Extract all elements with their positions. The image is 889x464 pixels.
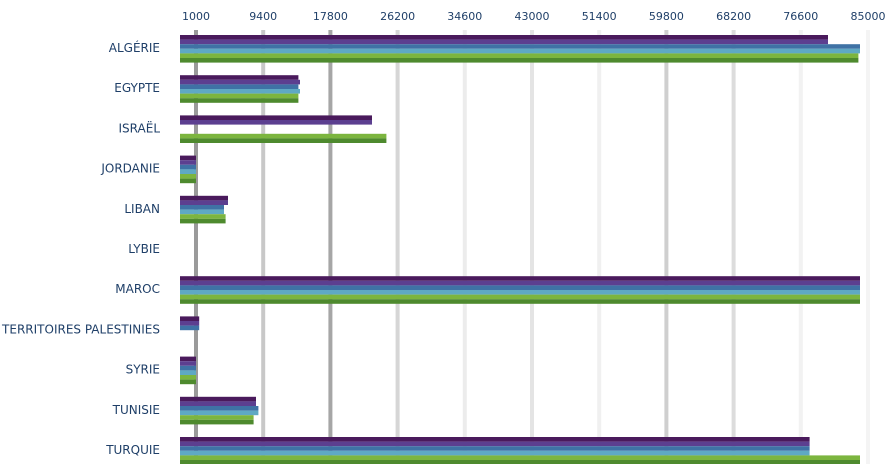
bar [180, 441, 810, 447]
bar [180, 361, 196, 366]
grid-line [798, 30, 803, 464]
bar [180, 276, 860, 281]
x-tick-label: 85000 [851, 10, 886, 23]
x-tick-label: 1000 [182, 10, 210, 23]
bar [180, 321, 200, 326]
category-label: TUNISIE [112, 403, 160, 417]
grid-line [462, 30, 467, 464]
bar [180, 155, 196, 161]
x-tick-label: 26200 [380, 10, 415, 23]
x-tick-label: 59800 [649, 10, 684, 23]
category-label: EGYPTE [114, 81, 160, 95]
category-label: LIBAN [124, 202, 160, 216]
bar [180, 316, 200, 321]
bar [180, 410, 259, 416]
category-labels: ALGÉRIE EGYPTE ISRAËL JORDANIE LIBAN LYBIE MAR… [1, 40, 160, 457]
bar [180, 79, 300, 85]
bar [180, 218, 226, 224]
bar [180, 437, 810, 442]
bar [180, 446, 810, 451]
bar [180, 120, 372, 125]
bar [180, 379, 196, 385]
bar [180, 214, 226, 219]
grid-line [597, 30, 602, 464]
bar [180, 209, 224, 215]
bar [180, 356, 196, 362]
x-tick-label: 68200 [716, 10, 751, 23]
bar [180, 401, 256, 406]
bar [180, 195, 228, 201]
bar [180, 169, 196, 174]
category-label: TERRITOIRES PALESTINIES [1, 322, 160, 336]
bar [180, 115, 372, 120]
x-tick-label: 76600 [783, 10, 818, 23]
bar [180, 406, 259, 411]
x-tick-label: 9400 [249, 10, 277, 23]
category-label: ALGÉRIE [109, 40, 160, 55]
bar [180, 35, 828, 40]
bar [180, 280, 860, 286]
bar [180, 138, 387, 143]
category-label: SYRIE [126, 363, 160, 377]
bar [180, 370, 196, 375]
bar [180, 84, 299, 89]
grid-line [731, 30, 736, 464]
bar [180, 178, 196, 184]
bar [180, 58, 859, 63]
bar [180, 93, 299, 99]
bar [180, 44, 860, 49]
bar [180, 396, 256, 402]
bar [180, 285, 860, 290]
grid-lines [194, 30, 870, 464]
category-label: LYBIE [128, 242, 160, 256]
grid-line [866, 30, 870, 464]
category-label: JORDANIE [100, 162, 160, 176]
category-label: TURQUIE [105, 443, 160, 457]
grid-line [664, 30, 669, 464]
grid-line [530, 30, 534, 464]
category-label: MAROC [115, 282, 160, 296]
bar [180, 205, 224, 210]
bar [180, 89, 300, 94]
bar [180, 299, 860, 304]
bar [180, 415, 254, 420]
category-label: ISRAËL [119, 120, 161, 135]
bar [180, 325, 200, 331]
x-tick-label: 51400 [582, 10, 617, 23]
bar [180, 460, 860, 464]
x-tick-label: 34600 [447, 10, 482, 23]
grid-line [194, 30, 198, 464]
bar [180, 455, 860, 460]
bar [180, 174, 196, 179]
grid-line [261, 30, 266, 464]
bar [180, 98, 299, 103]
bar [180, 53, 859, 58]
bar [180, 75, 299, 80]
bar [180, 450, 810, 456]
bar [180, 375, 196, 380]
bars [180, 35, 860, 464]
x-axis-ticks: 1000 9400 17800 26200 34600 43000 51400 59800 68… [182, 10, 886, 23]
bar [180, 294, 860, 300]
x-tick-label: 17800 [313, 10, 348, 23]
grid-line [395, 30, 400, 464]
bar [180, 290, 860, 295]
grid-line [328, 30, 333, 464]
x-tick-label: 43000 [515, 10, 550, 23]
bar [180, 200, 228, 205]
bar [180, 164, 196, 170]
bar [180, 133, 387, 139]
bar [180, 365, 196, 371]
bar [180, 39, 828, 45]
bar [180, 419, 254, 425]
bar [180, 160, 196, 165]
bar [180, 48, 860, 54]
